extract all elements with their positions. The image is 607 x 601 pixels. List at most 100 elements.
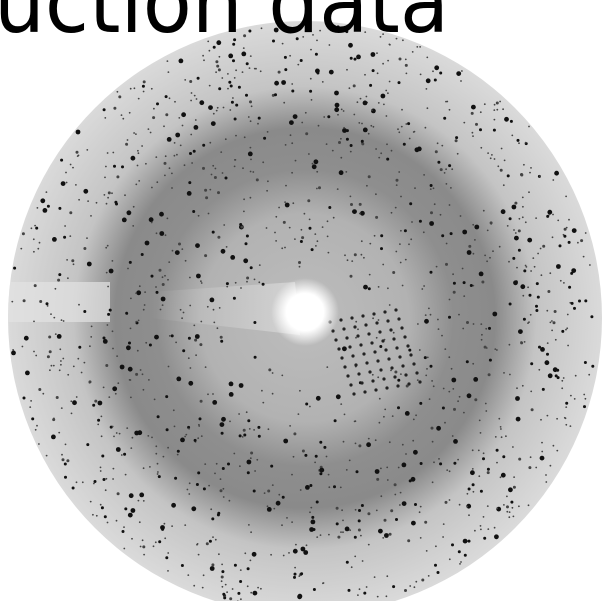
spot <box>431 427 434 430</box>
spot <box>257 587 259 589</box>
spot <box>284 68 287 71</box>
spot <box>407 382 410 385</box>
spot <box>462 268 464 270</box>
spot <box>361 254 363 256</box>
spot <box>151 88 153 90</box>
spot <box>239 434 242 437</box>
spot <box>421 288 423 290</box>
spot <box>258 435 261 438</box>
spot <box>427 357 429 359</box>
spot <box>327 115 330 118</box>
spot <box>313 588 316 591</box>
spot <box>382 377 385 380</box>
spot <box>222 467 225 470</box>
spot <box>93 483 95 485</box>
spot <box>87 262 92 267</box>
spot <box>585 398 587 400</box>
spot <box>389 533 392 536</box>
spot <box>418 380 421 383</box>
spot <box>306 544 308 546</box>
spot <box>243 429 246 432</box>
spot <box>397 406 400 409</box>
spot <box>363 285 368 290</box>
spot <box>481 281 484 284</box>
spot <box>309 484 312 487</box>
spot <box>480 525 482 527</box>
spot <box>362 352 365 355</box>
spot <box>553 367 558 372</box>
spot <box>472 363 474 365</box>
spot <box>468 540 471 543</box>
spot <box>197 471 200 474</box>
spot <box>400 326 403 329</box>
spot <box>391 212 393 214</box>
spot <box>107 152 109 154</box>
spot <box>274 93 277 96</box>
spot <box>419 402 422 405</box>
spot <box>107 522 109 524</box>
spot <box>23 397 26 400</box>
spot <box>129 112 131 114</box>
spot <box>328 206 331 209</box>
spot <box>350 275 353 278</box>
spot <box>354 536 357 539</box>
spot <box>138 98 140 100</box>
spot <box>65 172 67 174</box>
spot <box>312 163 314 165</box>
spot <box>105 364 108 367</box>
spot <box>112 386 117 391</box>
spot <box>565 196 567 198</box>
spot <box>61 319 63 321</box>
spot <box>112 426 114 428</box>
spot <box>446 183 448 185</box>
spot <box>295 160 297 162</box>
spot <box>264 492 266 494</box>
spot <box>496 109 498 111</box>
spot <box>158 540 161 543</box>
spot <box>174 142 176 144</box>
spot <box>483 537 486 540</box>
spot <box>386 115 388 117</box>
spot <box>334 419 337 422</box>
spot <box>397 128 399 130</box>
spot <box>565 406 567 408</box>
spot <box>502 455 505 458</box>
spot <box>368 438 370 440</box>
spot <box>174 477 177 480</box>
spot <box>337 347 340 350</box>
spot <box>580 239 583 242</box>
spot <box>35 429 37 431</box>
spot <box>253 591 258 596</box>
spot <box>566 327 568 329</box>
spot <box>528 466 531 469</box>
spot <box>312 164 317 169</box>
spot <box>509 217 512 220</box>
spot <box>394 371 397 374</box>
spot <box>400 230 402 232</box>
spot <box>462 230 467 235</box>
spot <box>478 475 480 477</box>
spot <box>195 119 197 121</box>
spot <box>545 481 547 483</box>
spot <box>293 432 296 435</box>
spot <box>399 243 401 245</box>
spot <box>479 128 482 131</box>
spot <box>426 57 428 59</box>
spot <box>187 574 189 576</box>
spot <box>491 154 493 156</box>
spot <box>172 250 174 252</box>
spot <box>155 445 157 447</box>
spot <box>334 107 339 112</box>
spot <box>405 59 407 61</box>
spot <box>530 270 532 272</box>
spot <box>213 309 215 311</box>
spot <box>151 275 154 278</box>
spot <box>390 370 392 372</box>
spot <box>300 489 302 491</box>
spot <box>487 468 490 471</box>
spot <box>500 426 502 428</box>
spot <box>357 328 359 330</box>
spot <box>38 443 40 445</box>
spot <box>248 524 250 526</box>
spot <box>351 260 353 262</box>
